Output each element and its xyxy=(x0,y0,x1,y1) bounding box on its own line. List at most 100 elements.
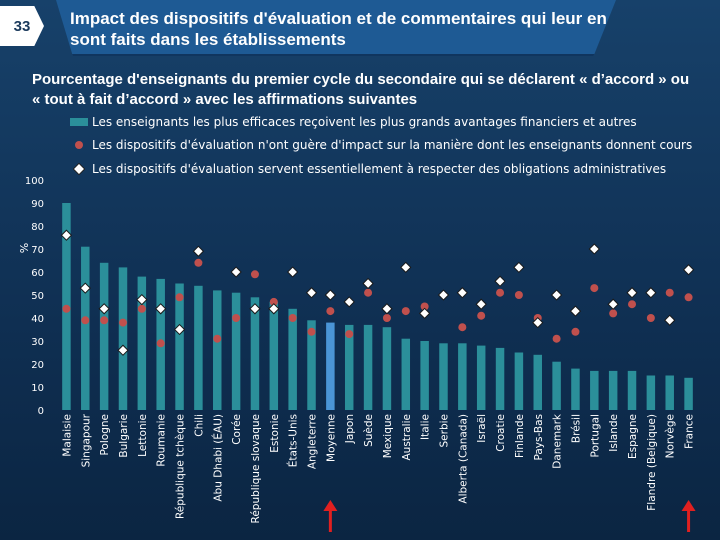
diamond-marker xyxy=(324,289,337,301)
bar xyxy=(231,292,241,410)
x-tick-label: Pologne xyxy=(99,414,111,456)
x-tick-label: Suède xyxy=(363,414,375,447)
x-tick-label: Japon xyxy=(344,414,356,444)
x-tick-label: Roumanie xyxy=(156,414,168,467)
diamond-marker xyxy=(60,229,73,241)
diamond-marker xyxy=(664,314,676,326)
diamond-marker xyxy=(230,266,242,278)
diamond-marker xyxy=(607,298,619,310)
dot-marker xyxy=(118,318,127,327)
bar xyxy=(401,338,411,410)
x-tick-label: Flandre (Belgique) xyxy=(646,414,658,511)
y-tick-label: 80 xyxy=(31,222,44,233)
diamond-marker xyxy=(645,287,657,299)
y-tick-label: 10 xyxy=(31,383,44,394)
x-tick-label: Lettonie xyxy=(137,414,149,457)
bar xyxy=(307,320,316,410)
dot-marker xyxy=(213,334,222,343)
bar xyxy=(363,324,373,410)
dot-marker xyxy=(81,316,90,325)
x-tick-label: République tchèque xyxy=(175,414,187,519)
y-tick-label: 70 xyxy=(31,245,44,256)
bar xyxy=(514,352,524,410)
diamond-marker xyxy=(79,282,91,294)
diamond-marker xyxy=(136,293,148,306)
bar xyxy=(420,341,429,410)
bar xyxy=(288,308,297,410)
dot-marker xyxy=(250,270,259,279)
bar xyxy=(175,283,184,410)
diamond-marker xyxy=(268,303,280,315)
bar xyxy=(382,327,392,410)
dot-marker xyxy=(326,307,335,316)
dot-marker xyxy=(552,334,561,343)
diamond-marker xyxy=(588,243,600,255)
diamond-marker xyxy=(192,245,205,257)
diamond-marker xyxy=(305,287,318,299)
x-tick-label: Danemark xyxy=(552,413,564,469)
dot-marker xyxy=(496,288,505,297)
dot-marker xyxy=(194,258,203,267)
diamond-marker xyxy=(249,303,261,315)
bar xyxy=(684,377,693,410)
diamond-marker xyxy=(682,264,695,276)
diamond-marker xyxy=(532,316,544,329)
slide-number: 33 xyxy=(0,6,44,46)
diamond-marker xyxy=(343,296,355,308)
bar xyxy=(495,347,505,410)
arrow-head xyxy=(681,500,696,511)
x-tick-label: Corée xyxy=(231,414,243,445)
x-tick-label: Australie xyxy=(401,414,413,460)
x-tick-label: Israël xyxy=(476,414,488,443)
dot-marker xyxy=(477,311,486,320)
bar xyxy=(552,361,561,410)
diamond-marker xyxy=(155,303,167,315)
x-tick-label: France xyxy=(684,414,696,449)
x-tick-label: Brésil xyxy=(570,414,582,443)
bar xyxy=(458,343,467,410)
legend-diamond-swatch xyxy=(70,163,88,175)
x-tick-label: États-Unis xyxy=(287,414,300,467)
diamond-marker xyxy=(381,303,393,315)
x-tick-label: Croatie xyxy=(495,414,507,452)
x-tick-label: Norvège xyxy=(665,414,677,458)
bar xyxy=(81,246,90,410)
legend-label-dots: Les dispositifs d'évaluation n'ont guère… xyxy=(92,138,693,152)
dot-marker xyxy=(156,339,165,348)
diamond-marker xyxy=(550,289,563,301)
x-tick-label: Espagne xyxy=(627,414,639,459)
y-tick-label: 50 xyxy=(31,291,44,302)
dot-marker xyxy=(684,293,693,302)
legend-bar-swatch xyxy=(70,118,88,126)
legend-item-bars: Les enseignants les plus efficaces reçoi… xyxy=(70,114,637,130)
diamond-marker xyxy=(513,261,525,274)
dot-marker xyxy=(232,314,241,322)
bar xyxy=(118,267,128,410)
bar xyxy=(646,375,656,410)
y-axis-label: % xyxy=(18,243,31,253)
y-tick-label: 60 xyxy=(31,268,44,279)
dot-marker xyxy=(364,288,373,297)
y-tick-label: 90 xyxy=(31,199,44,210)
bar xyxy=(439,343,448,410)
title-banner xyxy=(56,0,616,56)
legend-item-dots: Les dispositifs d'évaluation n'ont guère… xyxy=(70,137,692,153)
x-tick-label: Islande xyxy=(608,414,620,452)
x-tick-label: Italie xyxy=(420,414,432,440)
chart-subtitle: Pourcentage d'enseignants du premier cyc… xyxy=(32,71,690,108)
bar xyxy=(269,301,279,410)
dot-marker xyxy=(609,309,618,318)
dot-marker xyxy=(175,293,184,302)
dot-marker xyxy=(571,327,580,336)
x-tick-label: Finlande xyxy=(514,414,526,458)
diamond-marker xyxy=(98,303,110,315)
x-tick-label: Singapour xyxy=(80,413,92,467)
x-tick-label: Alberta (Canada) xyxy=(457,414,469,504)
dot-marker xyxy=(382,314,391,322)
x-tick-label: Pays-Bas xyxy=(533,414,545,461)
bar xyxy=(571,368,580,410)
bar xyxy=(137,276,147,410)
bar xyxy=(665,375,674,410)
legend-label-diamonds: Les dispositifs d'évaluation servent ess… xyxy=(92,162,667,176)
